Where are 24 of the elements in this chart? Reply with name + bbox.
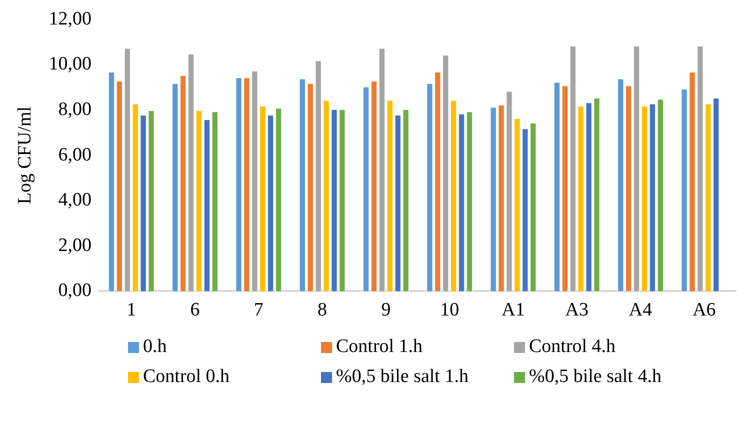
legend-label: Control 1.h [336,336,423,358]
x-tick-label: 9 [381,300,391,321]
x-tick-label: A6 [692,300,716,321]
x-tick-label: A1 [502,300,525,321]
y-axis-title: Log CFU/ml [14,106,36,204]
x-tick-label: A4 [628,300,653,321]
x-tick-label: 8 [318,300,328,321]
legend-label: 0.h [143,336,167,358]
legend-label: %0,5 bile salt 1.h [336,366,468,388]
legend-label: %0,5 bile salt 4.h [529,366,662,388]
y-tick-label: 4,00 [58,190,92,211]
x-tick-label: 1 [126,300,136,321]
y-tick-label: 10,00 [48,54,92,75]
x-tick-label: 6 [190,300,200,321]
y-tick-label: 0,00 [58,280,92,302]
y-tick-label: 8,00 [58,98,92,120]
y-tick-label: 12,00 [48,8,92,30]
legend-label: Control 0.h [143,366,230,388]
x-tick-label: A3 [565,300,589,321]
x-tick-label: 10 [440,300,460,321]
legend-label: Control 4.h [529,336,616,358]
y-tick-label: 6,00 [58,144,92,166]
y-tick-label: 2,00 [58,234,92,256]
x-tick-label: 7 [254,300,264,321]
